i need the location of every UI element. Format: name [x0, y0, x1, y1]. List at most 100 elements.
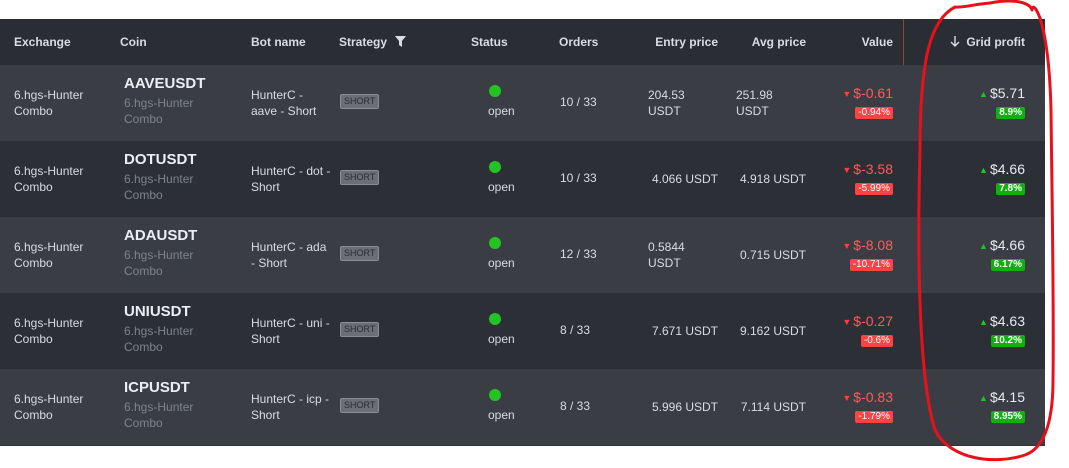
coin-symbol[interactable]: AAVEUSDT	[124, 75, 206, 92]
value-cell: ▼ $-8.08 -10.71%	[842, 237, 893, 272]
avg-price-cell: 0.715 USDT	[739, 248, 806, 262]
orders-cell: 10 / 33	[560, 171, 597, 185]
header-divider	[903, 19, 904, 65]
header-coin[interactable]: Coin	[120, 35, 147, 49]
down-arrow-icon: ▼	[842, 89, 852, 99]
grid-profit-percent-badge: 8.9%	[996, 107, 1025, 119]
avg-price-cell: 4.918 USDT	[739, 172, 806, 186]
value-amount: $-0.83	[853, 389, 893, 405]
header-bot-name[interactable]: Bot name	[251, 35, 306, 49]
grid-profit-amount: $4.66	[989, 237, 1025, 253]
entry-price-cell: 4.066 USDT	[651, 172, 718, 186]
exchange-cell: 6.hgs-Hunter Combo	[14, 88, 84, 118]
status-dot-icon	[489, 389, 501, 401]
bot-name-cell[interactable]: HunterC - icp - Short	[251, 392, 330, 422]
table-row[interactable]: 6.hgs-Hunter Combo ADAUSDT 6.hgs-Hunter Co…	[0, 217, 1045, 293]
avg-price-cell: 251.98 USDT	[736, 88, 773, 118]
sort-desc-icon	[950, 20, 960, 66]
coin-symbol[interactable]: UNIUSDT	[124, 303, 191, 320]
coin-subtitle: 6.hgs-Hunter Combo	[124, 172, 194, 202]
exchange-cell: 6.hgs-Hunter Combo	[14, 316, 84, 346]
strategy-badge: SHORT	[340, 322, 380, 337]
header-avg-price[interactable]: Avg price	[751, 35, 806, 49]
value-percent-badge: -0.94%	[855, 107, 893, 119]
grid-profit-cell: ▲ $4.15 8.95%	[979, 389, 1025, 424]
exchange-cell: 6.hgs-Hunter Combo	[14, 392, 84, 422]
status-dot-icon	[489, 161, 501, 173]
coin-subtitle: 6.hgs-Hunter Combo	[124, 400, 194, 430]
strategy-badge: SHORT	[340, 170, 380, 185]
bot-name-cell[interactable]: HunterC - aave - Short	[251, 88, 317, 118]
value-cell: ▼ $-0.83 -1.79%	[842, 389, 893, 424]
status-text: open	[488, 408, 515, 422]
up-arrow-icon: ▲	[979, 393, 988, 403]
entry-price-cell: 7.671 USDT	[651, 324, 718, 338]
down-arrow-icon: ▼	[842, 241, 852, 251]
header-value[interactable]: Value	[861, 35, 893, 49]
grid-profit-cell: ▲ $4.66 6.17%	[979, 237, 1025, 272]
filter-icon[interactable]	[395, 20, 407, 66]
header-status[interactable]: Status	[471, 35, 508, 49]
exchange-cell: 6.hgs-Hunter Combo	[14, 164, 84, 194]
bot-name-cell[interactable]: HunterC - uni - Short	[251, 316, 330, 346]
status-dot-icon	[489, 85, 501, 97]
orders-cell: 8 / 33	[560, 399, 591, 413]
status-dot-icon	[489, 237, 501, 249]
exchange-cell: 6.hgs-Hunter Combo	[14, 240, 84, 270]
header-grid-profit-label: Grid profit	[966, 35, 1025, 49]
bot-name-cell[interactable]: HunterC - ada - Short	[251, 240, 327, 270]
coin-subtitle: 6.hgs-Hunter Combo	[124, 248, 194, 278]
bots-table: Exchange Coin Bot name Strategy Status O…	[0, 19, 1045, 446]
grid-profit-percent-badge: 10.2%	[990, 335, 1025, 347]
grid-profit-amount: $4.63	[989, 313, 1025, 329]
coin-symbol[interactable]: ICPUSDT	[124, 379, 190, 396]
down-arrow-icon: ▼	[842, 393, 852, 403]
up-arrow-icon: ▲	[979, 89, 988, 99]
status-text: open	[488, 104, 515, 118]
status-text: open	[488, 332, 515, 346]
grid-profit-cell: ▲ $4.63 10.2%	[979, 313, 1025, 348]
value-cell: ▼ $-3.58 -5.99%	[842, 161, 893, 196]
value-amount: $-3.58	[853, 161, 893, 177]
coin-subtitle: 6.hgs-Hunter Combo	[124, 324, 194, 354]
value-amount: $-0.61	[853, 85, 893, 101]
header-entry-price[interactable]: Entry price	[655, 35, 718, 49]
up-arrow-icon: ▲	[979, 241, 988, 251]
bot-name-cell[interactable]: HunterC - dot - Short	[251, 164, 331, 194]
strategy-badge: SHORT	[340, 94, 380, 109]
status-text: open	[488, 256, 515, 270]
header-strategy[interactable]: Strategy	[339, 19, 407, 66]
value-percent-badge: -0.6%	[860, 335, 893, 347]
value-percent-badge: -1.79%	[855, 411, 893, 423]
table-row[interactable]: 6.hgs-Hunter Combo DOTUSDT 6.hgs-Hunter Co…	[0, 141, 1045, 217]
coin-symbol[interactable]: DOTUSDT	[124, 151, 197, 168]
header-exchange[interactable]: Exchange	[14, 35, 71, 49]
table-row[interactable]: 6.hgs-Hunter Combo ICPUSDT 6.hgs-Hunter Co…	[0, 369, 1045, 445]
orders-cell: 10 / 33	[560, 95, 597, 109]
grid-profit-amount: $4.66	[989, 161, 1025, 177]
down-arrow-icon: ▼	[842, 165, 852, 175]
coin-subtitle: 6.hgs-Hunter Combo	[124, 96, 194, 126]
table-header: Exchange Coin Bot name Strategy Status O…	[0, 19, 1045, 66]
header-grid-profit[interactable]: Grid profit	[950, 19, 1025, 65]
strategy-badge: SHORT	[340, 246, 380, 261]
grid-profit-cell: ▲ $4.66 7.8%	[979, 161, 1025, 196]
avg-price-cell: 7.114 USDT	[740, 400, 806, 414]
down-arrow-icon: ▼	[842, 317, 852, 327]
header-orders[interactable]: Orders	[559, 35, 599, 49]
value-cell: ▼ $-0.61 -0.94%	[842, 85, 893, 120]
value-percent-badge: -5.99%	[855, 183, 893, 195]
table-row[interactable]: 6.hgs-Hunter Combo UNIUSDT 6.hgs-Hunter Co…	[0, 293, 1045, 369]
entry-price-cell: 204.53 USDT	[648, 88, 685, 118]
up-arrow-icon: ▲	[979, 165, 988, 175]
entry-price-cell: 5.996 USDT	[651, 400, 718, 414]
grid-profit-amount: $4.15	[989, 389, 1025, 405]
strategy-badge: SHORT	[340, 398, 380, 413]
value-amount: $-0.27	[853, 313, 893, 329]
value-cell: ▼ $-0.27 -0.6%	[842, 313, 893, 348]
orders-cell: 8 / 33	[560, 323, 591, 337]
table-row[interactable]: 6.hgs-Hunter Combo AAVEUSDT 6.hgs-Hunter C…	[0, 65, 1045, 141]
grid-profit-percent-badge: 8.95%	[990, 411, 1025, 423]
entry-price-cell: 0.5844 USDT	[648, 240, 685, 270]
coin-symbol[interactable]: ADAUSDT	[124, 227, 198, 244]
